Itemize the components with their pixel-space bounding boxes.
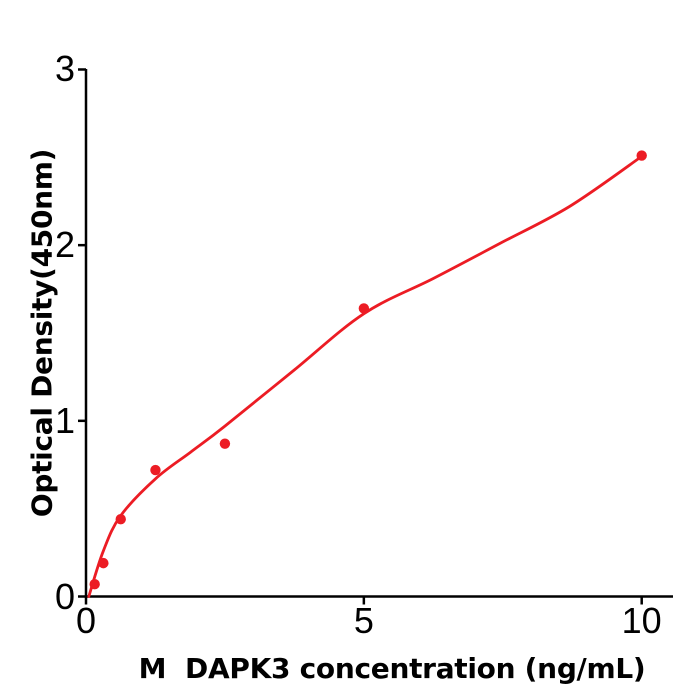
x-tick-label: 10 — [621, 600, 662, 641]
axes — [78, 68, 673, 605]
y-tick-label: 2 — [54, 224, 75, 266]
x-tick-label: 5 — [353, 600, 374, 641]
y-tick-label: 3 — [54, 48, 75, 90]
data-point — [115, 514, 126, 525]
data-point — [358, 303, 370, 314]
fitted-curve — [87, 155, 644, 598]
data-point — [636, 150, 647, 161]
data-point — [89, 579, 100, 590]
data-points — [89, 150, 647, 590]
y-tick-label: 0 — [54, 575, 75, 617]
y-tick-label: 1 — [54, 399, 75, 441]
data-point — [150, 464, 161, 476]
y-axis-title: Optical Density(450nm) — [25, 148, 59, 518]
data-point — [98, 557, 109, 569]
x-axis-title: M DAPK3 concentration (ng/mL) — [138, 652, 646, 685]
x-tick-label: 0 — [75, 600, 97, 641]
fit-curve-path — [87, 155, 644, 598]
data-point — [219, 438, 231, 449]
